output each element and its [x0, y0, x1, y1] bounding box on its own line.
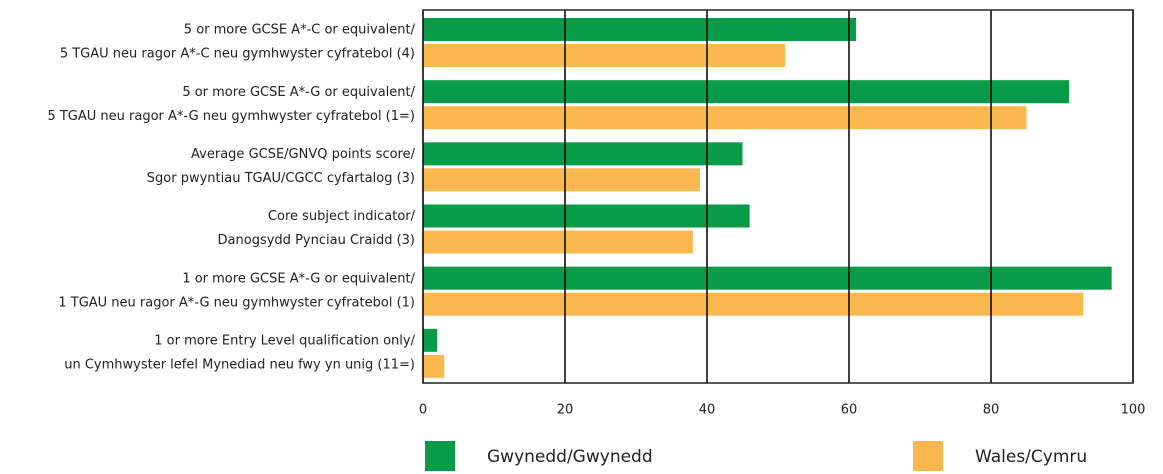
bar: [423, 142, 743, 166]
legend-swatch: [425, 441, 455, 471]
x-tick-label: 80: [983, 403, 1000, 418]
bar: [423, 44, 786, 67]
category-label: 5 or more GCSE A*-G or equivalent/: [182, 85, 415, 100]
category-label: 1 or more GCSE A*-G or equivalent/: [182, 271, 415, 286]
bar: [423, 168, 700, 192]
category-label: Danogsydd Pynciau Craidd (3): [218, 233, 415, 248]
legend-label: Wales/Cymru: [975, 447, 1087, 467]
bar: [423, 354, 445, 378]
category-label: 5 TGAU neu ragor A*-C neu gymhwyster cyf…: [60, 47, 415, 62]
category-label: 1 TGAU neu ragor A*-G neu gymhwyster cyf…: [58, 295, 415, 310]
category-label: Core subject indicator/: [268, 209, 416, 224]
bar: [423, 328, 438, 352]
plot-border: [422, 9, 1134, 384]
bar: [423, 106, 1027, 130]
legend-swatch: [913, 441, 943, 471]
bar: [423, 204, 750, 228]
category-label: un Cymhwyster lefel Mynediad neu fwy yn …: [64, 357, 415, 372]
x-tick-label: 0: [419, 403, 427, 418]
bar: [423, 266, 1112, 290]
legend-label: Gwynedd/Gwynedd: [487, 447, 653, 467]
bar: [423, 80, 1070, 104]
category-label: 5 or more GCSE A*-C or equivalent/: [184, 23, 416, 38]
category-label: 5 TGAU neu ragor A*-G neu gymhwyster cyf…: [47, 109, 415, 124]
category-label: 1 or more Entry Level qualification only…: [154, 333, 415, 348]
x-tick-label: 100: [1121, 403, 1146, 418]
bar: [423, 230, 693, 254]
bar: [423, 18, 857, 41]
x-tick-label: 60: [841, 403, 858, 418]
category-label: Sgor pwyntiau TGAU/CGCC cyfartalog (3): [147, 171, 415, 186]
x-tick-label: 40: [699, 403, 716, 418]
category-label: Average GCSE/GNVQ points score/: [191, 147, 416, 162]
x-tick-label: 20: [557, 403, 574, 418]
bar: [423, 292, 1084, 316]
